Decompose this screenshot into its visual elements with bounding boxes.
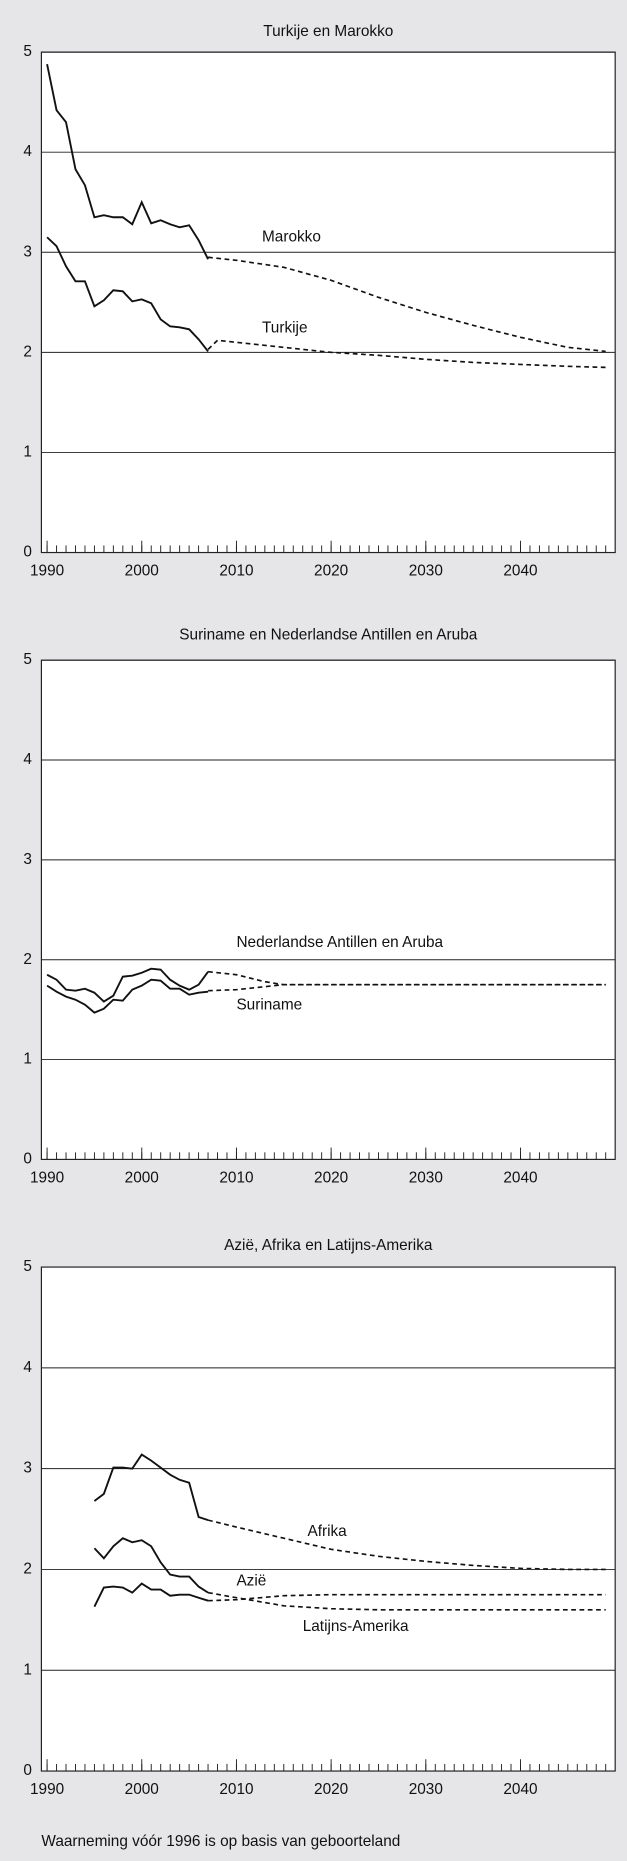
projection-line (208, 256, 606, 353)
series-label: Marokko (262, 228, 321, 245)
y-tick-label: 1 (23, 444, 32, 461)
observed-line (93, 1453, 209, 1522)
x-tick-label: 2040 (503, 1169, 537, 1186)
y-tick-label: 3 (23, 851, 32, 868)
x-tick-label: 2030 (409, 1781, 443, 1798)
observed-line (46, 967, 209, 1003)
y-tick-label: 3 (23, 243, 32, 260)
observed-line (93, 1582, 209, 1608)
y-tick-label: 2 (23, 343, 32, 360)
chart-title: Azië, Afrika en Latijns-Amerika (224, 1237, 433, 1254)
x-tick-label: 2010 (219, 563, 253, 580)
y-tick-label: 1 (23, 1051, 32, 1068)
series-label: Afrika (307, 1523, 347, 1540)
plot-area (40, 51, 616, 554)
series-label: Latijns-Amerika (303, 1618, 409, 1635)
x-tick-label: 2030 (409, 563, 443, 580)
chart-title: Turkije en Marokko (263, 23, 393, 40)
x-tick-label: 2030 (409, 1169, 443, 1186)
x-tick-label: 2000 (125, 563, 159, 580)
series-label: Nederlandse Antillen en Aruba (236, 934, 443, 951)
series-label: Suriname (236, 997, 302, 1014)
x-tick-label: 1990 (30, 1781, 64, 1798)
x-tick-label: 2000 (125, 1781, 159, 1798)
y-tick-label: 1 (23, 1661, 32, 1678)
plot-area (40, 1266, 616, 1772)
x-tick-label: 2040 (503, 563, 537, 580)
x-tick-label: 2000 (125, 1169, 159, 1186)
x-tick-label: 2020 (314, 1781, 348, 1798)
projection-line (208, 983, 606, 992)
projection-line (207, 339, 606, 369)
x-tick-label: 2040 (503, 1781, 537, 1798)
y-tick-label: 0 (23, 1150, 32, 1167)
observed-line (46, 978, 209, 1014)
x-tick-label: 2020 (314, 563, 348, 580)
series-label: Azië (236, 1573, 266, 1590)
x-tick-label: 2010 (219, 1781, 253, 1798)
y-tick-label: 5 (23, 1258, 32, 1275)
x-tick-label: 1990 (30, 563, 64, 580)
x-tick-label: 1990 (30, 1169, 64, 1186)
x-tick-label: 2020 (314, 1169, 348, 1186)
y-tick-label: 4 (23, 751, 32, 768)
series-label: Turkije (262, 319, 308, 336)
observed-line (93, 1537, 209, 1594)
y-tick-label: 2 (23, 951, 32, 968)
projection-line (207, 1591, 606, 1611)
y-tick-label: 5 (23, 651, 32, 668)
y-tick-label: 0 (23, 544, 32, 561)
y-tick-label: 4 (23, 143, 32, 160)
observed-line (46, 236, 209, 352)
y-tick-label: 5 (23, 43, 32, 60)
chart-title: Suriname en Nederlandse Antillen en Arub… (179, 626, 477, 643)
y-tick-label: 2 (23, 1561, 32, 1578)
projection-line (207, 1519, 606, 1571)
projection-line (208, 1593, 606, 1602)
footnote: Waarneming vóór 1996 is op basis van geb… (41, 1833, 400, 1850)
y-tick-label: 0 (23, 1762, 32, 1779)
plot-area (40, 659, 616, 1161)
y-tick-label: 4 (23, 1359, 32, 1376)
observed-line (46, 63, 209, 260)
y-tick-label: 3 (23, 1460, 32, 1477)
x-tick-label: 2010 (219, 1169, 253, 1186)
